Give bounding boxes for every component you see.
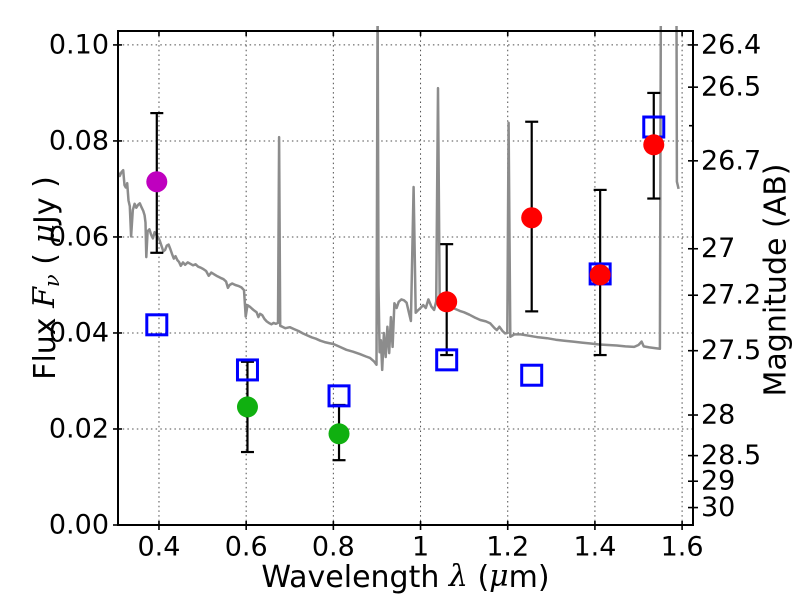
x-tick-label: 0.4 [138,532,181,563]
svg-text:Magnitude (AB): Magnitude (AB) [759,164,794,397]
model-photometry-square [520,363,544,387]
photometry-point [146,171,168,193]
y-axis-label-right: Magnitude (AB) [759,164,794,397]
x-tick-label: 0.8 [312,532,355,563]
y-right-tick-label: 27 [701,233,735,264]
photometry-point [521,207,543,229]
model-photometry-points [145,115,666,408]
y-axis-label-left: Flux Fν ( μJy ) [27,176,64,380]
photometry-point [436,291,458,313]
axis-labels: Wavelength λ (μm) Flux Fν ( μJy ) Magnitud… [27,164,794,595]
model-photometry-square [327,384,351,408]
y-left-tick-label: 0.02 [49,413,109,444]
y-right-tick-label: 28.5 [701,440,761,471]
photometry-point [328,423,350,445]
y-right-tick-label: 30 [701,492,735,523]
model-photometry-square [435,348,459,372]
x-tick-label: 0.6 [225,532,268,563]
y-left-tick-label: 0.00 [49,510,109,541]
photometry-point [589,264,611,286]
y-right-tick-label: 27.2 [701,280,761,311]
x-tick-label: 1 [412,532,429,563]
y-left-tick-label: 0.04 [49,317,109,348]
x-tick-labels: 0.4 0.6 0.8 1 1.2 1.4 1.6 [138,532,704,563]
model-photometry-square [145,313,169,337]
x-tick-label: 1.2 [486,532,529,563]
x-tick-label: 1.4 [573,532,616,563]
y-right-tick-label: 27.5 [701,335,761,366]
error-bars [150,91,661,462]
y-left-tick-label: 0.06 [49,221,109,252]
model-photometry-square [235,358,259,382]
svg-text:Flux Fν ( μJy ): Flux Fν ( μJy ) [27,176,64,380]
photometry-points [146,134,665,445]
spectrum-path [117,26,680,372]
photometry-point [643,134,665,156]
y-right-tick-label: 28 [701,400,735,431]
y-left-tick-label: 0.08 [49,125,109,156]
y-left-tick-label: 0.10 [49,29,109,60]
y-right-tick-label: 26.4 [701,29,761,60]
y-right-tick-label: 26.7 [701,145,761,176]
x-axis-label: Wavelength λ (μm) [261,559,549,595]
svg-text:Wavelength λ (μm): Wavelength λ (μm) [261,559,549,595]
y-right-tick-label: 29 [701,466,735,497]
y-right-tick-label: 26.5 [701,72,761,103]
photometry-point [236,396,258,418]
x-tick-label: 1.6 [661,532,704,563]
axes-frame [117,30,694,526]
gridlines [118,31,693,525]
spectrum-line [117,26,680,372]
ticks [113,31,698,530]
y-left-tick-labels: 0.00 0.02 0.04 0.06 0.08 0.10 [49,29,109,540]
